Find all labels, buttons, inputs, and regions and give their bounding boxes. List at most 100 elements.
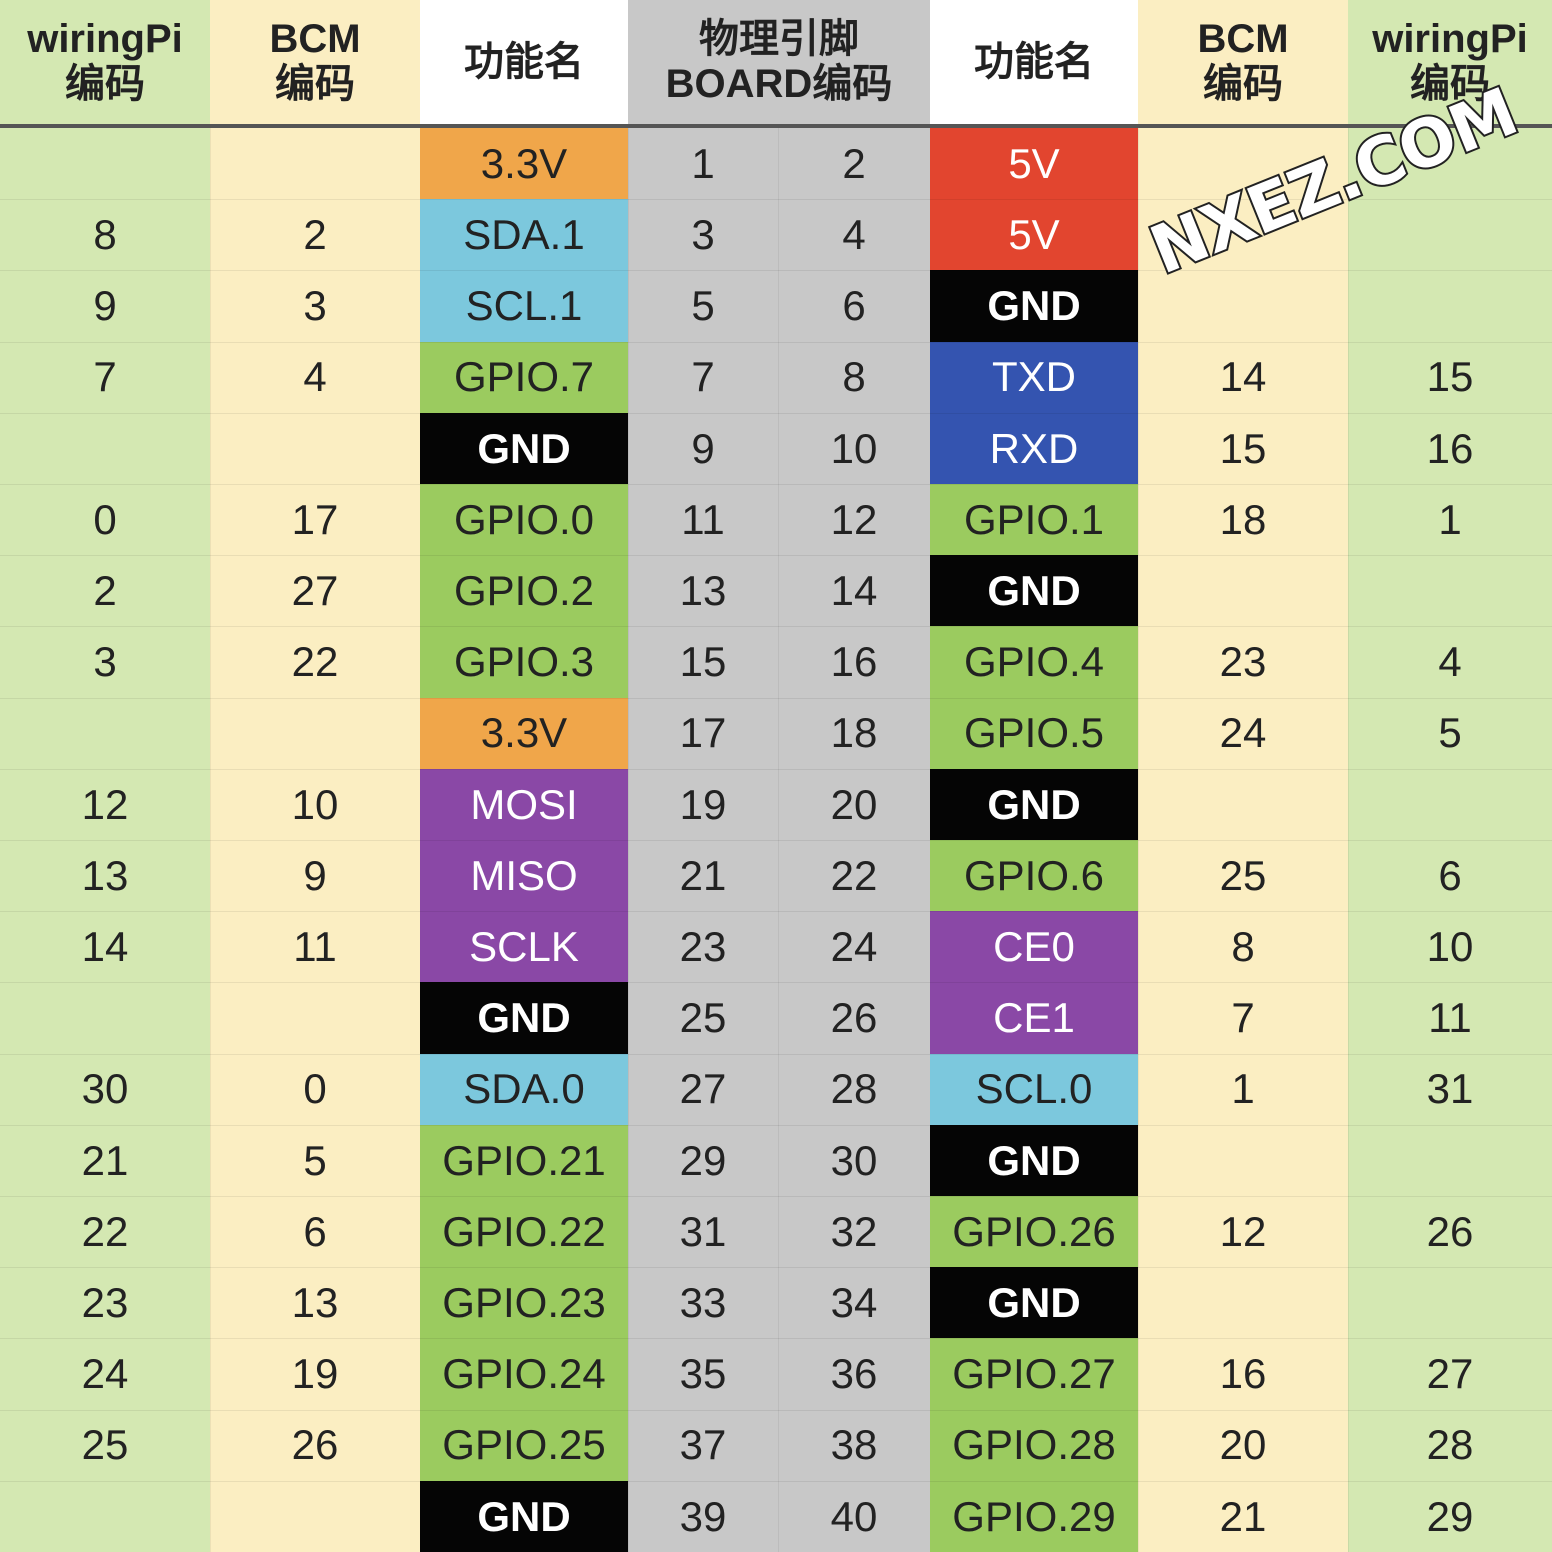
pin-cell-func-l: SDA.1 (420, 199, 628, 271)
pin-cell-bcm-r: 21 (1219, 1492, 1267, 1540)
pin-cell-func-r: CE0 (930, 911, 1138, 983)
pin-cell-func-l: GPIO.23 (420, 1267, 628, 1339)
pin-cell-wp-l: 3 (93, 638, 117, 686)
pin-cell-bcm-r: 16 (1219, 1350, 1267, 1398)
pin-cell-bcm-r: 24 (1219, 709, 1267, 757)
pin-cell-wp-l: 24 (81, 1350, 129, 1398)
pin-cell-pin-r: 36 (830, 1350, 878, 1398)
pin-cell-bcm-r (1138, 1125, 1348, 1197)
pin-cell-func-l: MOSI (420, 768, 628, 841)
pin-cell-pin-l: 39 (679, 1492, 727, 1540)
pin-cell-bcm-r: 15 (1219, 424, 1267, 472)
header-text-line: wiringPi (27, 17, 183, 62)
pin-cell-bcm-l: 11 (293, 923, 337, 971)
row-divider (0, 768, 1552, 770)
pin-cell-func-r: GND (930, 555, 1138, 627)
pin-cell-pin-l: 5 (691, 282, 715, 330)
pin-cell-wp-l: 13 (81, 851, 129, 899)
pin-cell-bcm-l: 17 (291, 495, 339, 543)
pin-cell-pin-r: 10 (830, 424, 878, 472)
pin-cell-wp-l: 9 (93, 282, 117, 330)
pin-cell-wp-r: 26 (1426, 1207, 1474, 1255)
header-divider (0, 124, 1552, 128)
pin-cell-wp-l (0, 128, 210, 200)
pin-cell-wp-r: 31 (1426, 1065, 1474, 1113)
pin-cell-pin-l: 27 (679, 1065, 727, 1113)
row-divider (0, 412, 1552, 414)
pin-cell-func-l: 3.3V (420, 697, 628, 770)
pin-cell-func-r: SCL.0 (930, 1053, 1138, 1126)
pin-cell-bcm-r: 7 (1231, 994, 1255, 1042)
row-divider (0, 1338, 1552, 1340)
header-text-line: 功能名 (974, 39, 1094, 84)
pin-cell-bcm-r (1138, 555, 1348, 627)
header-bcm-left: BCM 编码 (210, 0, 420, 124)
pin-cell-func-l: GPIO.2 (420, 555, 628, 627)
pin-cell-func-l: SCL.1 (420, 270, 628, 343)
pin-cell-pin-l: 17 (679, 709, 727, 757)
header-function-right: 功能名 (930, 0, 1138, 124)
column-background (0, 0, 210, 1552)
pin-cell-func-r: GPIO.28 (930, 1409, 1138, 1482)
pin-cell-pin-r: 18 (830, 709, 878, 757)
pin-cell-wp-r: 29 (1426, 1492, 1474, 1540)
pin-cell-bcm-l (210, 1481, 420, 1552)
pin-cell-func-l: GPIO.0 (420, 484, 628, 556)
pin-cell-func-r: GPIO.29 (930, 1480, 1138, 1552)
pin-cell-func-r: GPIO.27 (930, 1338, 1138, 1411)
pin-cell-wp-r (1348, 199, 1552, 271)
header-wiringpi-left: wiringPi 编码 (0, 0, 210, 124)
pin-cell-pin-r: 28 (830, 1065, 878, 1113)
pin-cell-bcm-l (210, 982, 420, 1054)
header-text-line: wiringPi (1372, 17, 1528, 62)
pin-cell-bcm-l: 26 (291, 1421, 339, 1469)
pin-cell-wp-l (0, 698, 210, 770)
pin-cell-pin-l: 9 (691, 424, 715, 472)
pin-cell-bcm-l (210, 128, 420, 200)
row-divider (0, 840, 1552, 841)
row-divider (0, 1124, 1552, 1126)
pin-cell-bcm-r: 18 (1219, 495, 1267, 543)
pin-cell-wp-l (0, 982, 210, 1054)
pin-cell-pin-l: 33 (679, 1279, 727, 1327)
header-text-line: 编码 (275, 62, 355, 106)
header-text-line: BCM (269, 17, 361, 62)
pin-cell-wp-r: 4 (1438, 638, 1462, 686)
pin-cell-pin-l: 13 (679, 567, 727, 615)
pin-cell-func-r: 5V (930, 199, 1138, 271)
pin-cell-bcm-l: 10 (291, 780, 339, 828)
column-background (1138, 0, 1348, 1552)
pin-cell-func-l: GPIO.7 (420, 341, 628, 414)
header-text-line: 编码 (1410, 62, 1490, 106)
pin-cell-wp-r: 6 (1438, 851, 1462, 899)
pin-cell-bcm-r: 1 (1231, 1065, 1255, 1113)
row-divider (0, 484, 1552, 485)
pin-cell-func-l: SDA.0 (420, 1053, 628, 1126)
pin-cell-func-r: CE1 (930, 982, 1138, 1055)
pin-cell-wp-l: 14 (81, 923, 129, 971)
pin-cell-bcm-l: 5 (303, 1136, 327, 1184)
pin-cell-wp-l: 23 (81, 1279, 129, 1327)
pin-cell-wp-r (1348, 1267, 1552, 1339)
header-text-line: 编码 (1203, 62, 1283, 106)
pin-cell-wp-r (1348, 270, 1552, 342)
pin-cell-func-l: GPIO.25 (420, 1409, 628, 1482)
pin-cell-wp-r: 16 (1426, 424, 1474, 472)
header-text-line: BOARD编码 (665, 62, 893, 106)
pin-cell-wp-l (0, 1481, 210, 1552)
row-divider (0, 199, 1552, 201)
pin-cell-wp-l: 8 (93, 211, 117, 259)
pin-cell-func-r: 5V (930, 128, 1138, 200)
pin-cell-func-l: GND (420, 412, 628, 485)
pin-cell-bcm-l: 6 (303, 1207, 327, 1255)
pin-cell-pin-l: 25 (679, 994, 727, 1042)
pin-cell-bcm-l: 19 (291, 1350, 339, 1398)
pin-cell-wp-l: 25 (81, 1421, 129, 1469)
pin-cell-pin-r: 30 (830, 1136, 878, 1184)
pin-cell-pin-r: 16 (830, 638, 878, 686)
pin-cell-wp-r: 10 (1426, 923, 1474, 971)
row-divider (0, 697, 1552, 699)
column-divider (1138, 128, 1139, 1552)
pin-cell-pin-r: 12 (830, 495, 878, 543)
